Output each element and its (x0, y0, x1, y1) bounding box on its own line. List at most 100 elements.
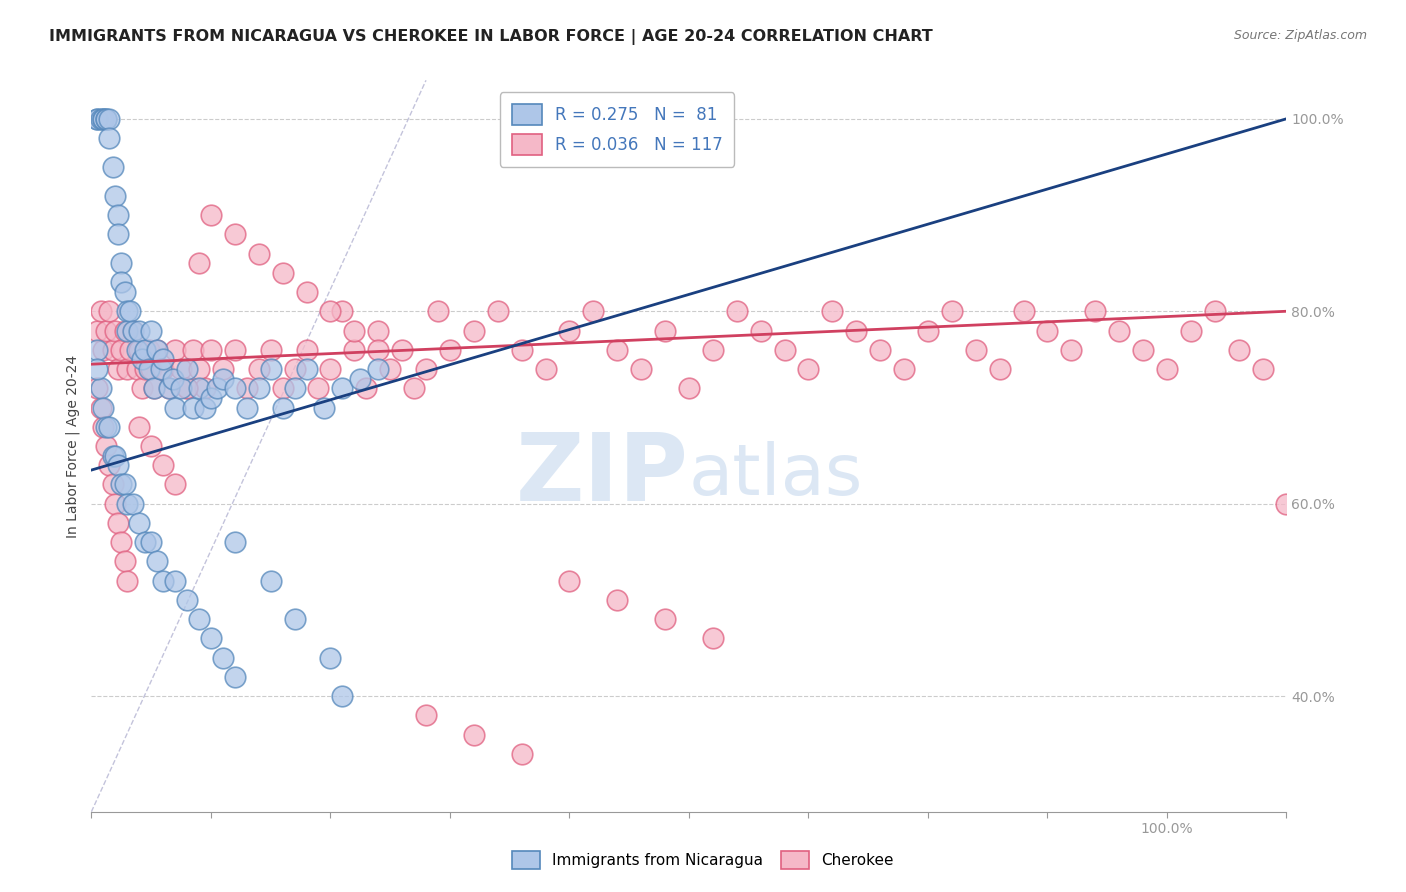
Point (104, 188, 127, 202)
Point (1180, 324, 1202, 338)
Point (224, 535, 246, 549)
Point (114, 477, 136, 491)
Point (170, 362, 193, 376)
Point (107, 208, 129, 222)
Point (259, 362, 281, 376)
Point (115, 304, 138, 318)
Point (749, 324, 772, 338)
Point (415, 708, 437, 723)
Point (463, 728, 485, 742)
Point (94, 112, 117, 126)
Point (125, 362, 148, 376)
Point (1108, 324, 1130, 338)
Point (582, 304, 605, 318)
Point (90, 381, 112, 395)
Text: IMMIGRANTS FROM NICARAGUA VS CHEROKEE IN LABOR FORCE | AGE 20-24 CORRELATION CHA: IMMIGRANTS FROM NICARAGUA VS CHEROKEE IN… (49, 29, 934, 45)
Point (319, 650, 342, 665)
Point (224, 670, 246, 684)
Point (678, 381, 700, 395)
Point (869, 343, 891, 357)
Legend: R = 0.275   N =  81, R = 0.036   N = 117: R = 0.275 N = 81, R = 0.036 N = 117 (501, 92, 734, 167)
Point (104, 449, 127, 463)
Point (118, 304, 141, 318)
Point (101, 477, 124, 491)
Point (367, 343, 389, 357)
Point (307, 381, 329, 395)
Point (917, 324, 939, 338)
Point (1204, 304, 1226, 318)
Point (319, 304, 342, 318)
Point (845, 324, 868, 338)
Point (110, 477, 132, 491)
Point (821, 304, 844, 318)
Point (104, 497, 127, 511)
Point (163, 574, 186, 588)
Point (176, 381, 198, 395)
Point (101, 343, 124, 357)
Text: ZIP: ZIP (516, 429, 689, 521)
Point (122, 324, 145, 338)
Point (152, 352, 174, 367)
Point (211, 650, 233, 665)
Point (94, 112, 117, 126)
Point (773, 343, 796, 357)
Point (463, 324, 485, 338)
Point (284, 381, 307, 395)
Point (702, 343, 724, 357)
Point (128, 516, 150, 530)
Point (93, 401, 114, 415)
Point (510, 343, 533, 357)
Point (134, 535, 156, 549)
Point (725, 304, 748, 318)
Point (558, 574, 581, 588)
Point (94, 324, 117, 338)
Point (93, 112, 114, 126)
Point (115, 497, 138, 511)
Point (200, 632, 222, 646)
Point (247, 381, 270, 395)
Point (104, 324, 127, 338)
Point (343, 343, 366, 357)
Point (1060, 343, 1083, 357)
Point (152, 458, 174, 473)
Point (163, 343, 186, 357)
Point (224, 381, 246, 395)
Point (295, 343, 318, 357)
Point (558, 324, 581, 338)
Point (367, 324, 389, 338)
Point (149, 362, 172, 376)
Point (157, 381, 180, 395)
Point (115, 574, 138, 588)
Point (146, 343, 169, 357)
Point (134, 343, 156, 357)
Point (114, 554, 136, 568)
Point (247, 362, 270, 376)
Point (1036, 324, 1059, 338)
Point (1132, 343, 1154, 357)
Y-axis label: In Labor Force | Age 20-24: In Labor Force | Age 20-24 (66, 354, 80, 538)
Point (187, 381, 211, 395)
Point (157, 381, 180, 395)
Point (107, 362, 129, 376)
Point (181, 343, 204, 357)
Point (152, 362, 174, 376)
Point (247, 246, 270, 260)
Point (211, 362, 233, 376)
Point (654, 612, 676, 626)
Point (142, 381, 165, 395)
Point (224, 227, 246, 242)
Point (200, 391, 222, 405)
Point (163, 401, 186, 415)
Point (797, 362, 820, 376)
Point (110, 256, 132, 270)
Point (1227, 343, 1250, 357)
Point (187, 256, 211, 270)
Point (332, 304, 354, 318)
Point (107, 516, 129, 530)
Point (941, 304, 963, 318)
Point (349, 371, 371, 385)
Point (187, 612, 211, 626)
Point (1251, 362, 1274, 376)
Point (224, 343, 246, 357)
Point (141, 324, 162, 338)
